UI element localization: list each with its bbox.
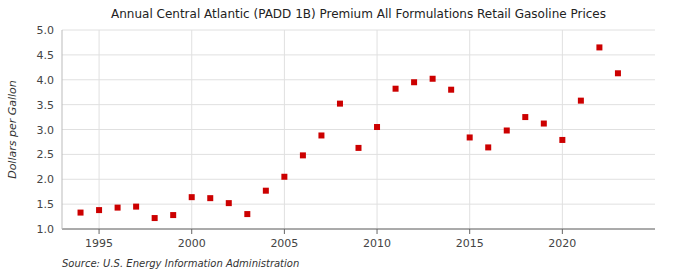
points	[78, 44, 621, 221]
point	[281, 174, 287, 180]
title: Annual Central Atlantic (PADD 1B) Premiu…	[111, 7, 606, 21]
point	[226, 200, 232, 206]
point	[170, 212, 176, 218]
y-tick-label: 1.5	[37, 198, 55, 211]
point	[133, 204, 139, 210]
point	[189, 194, 195, 200]
y-tick-label: 4.5	[37, 49, 55, 62]
point	[448, 87, 454, 93]
y-axis-line	[62, 30, 63, 229]
y-grid-line	[62, 104, 655, 105]
y-grid-line	[62, 79, 655, 80]
annotation: Source: U.S. Energy Information Administ…	[62, 258, 299, 269]
point	[374, 124, 380, 130]
y-grid-line	[62, 179, 655, 180]
point	[207, 195, 213, 201]
x-grid-line	[469, 30, 470, 229]
point	[504, 127, 510, 133]
point	[337, 101, 343, 107]
point	[115, 205, 121, 211]
y-axis-label: Dollars per Gallon	[6, 80, 19, 179]
y-grid-line	[62, 30, 655, 31]
y-tick-label: 2.5	[37, 148, 55, 161]
y-tick-label: 3.0	[37, 124, 55, 137]
point	[485, 144, 491, 150]
x-tick	[191, 229, 192, 234]
x-tick	[562, 229, 563, 234]
x-tick-label: 2015	[456, 237, 484, 250]
x-tick-label: 2000	[178, 237, 206, 250]
y-tick-label: 4.0	[37, 74, 55, 87]
x-tick-label: 2010	[363, 237, 391, 250]
y-tick-label: 2.0	[37, 173, 55, 186]
chart: 1.0 1.5 2.0 2.5 3.0 3.5 4.0 4.5 5.0 1995 2000 2005 2…	[0, 0, 675, 275]
point	[541, 121, 547, 127]
point	[318, 132, 324, 138]
y-grid-line	[62, 229, 655, 230]
point	[411, 79, 417, 85]
y-grid-line	[62, 129, 655, 130]
y-tick-label: 5.0	[37, 24, 55, 37]
point	[78, 210, 84, 216]
x-tick	[377, 229, 378, 234]
x-tick-label: 1995	[85, 237, 113, 250]
x-tick-label: 2005	[270, 237, 298, 250]
point	[430, 76, 436, 82]
point	[615, 70, 621, 76]
point	[263, 188, 269, 194]
point	[596, 44, 602, 50]
point	[522, 114, 528, 120]
point	[467, 134, 473, 140]
axes: 1.0 1.5 2.0 2.5 3.0 3.5 4.0 4.5 5.0 1995 2000 2005 2…	[37, 24, 656, 250]
x-tick	[284, 229, 285, 234]
point	[96, 207, 102, 213]
point	[300, 152, 306, 158]
point	[356, 145, 362, 151]
point	[244, 211, 250, 217]
y-tick-label: 3.5	[37, 99, 55, 112]
y-grid-line	[62, 54, 655, 55]
grid	[62, 30, 655, 229]
point	[152, 215, 158, 221]
x-axis-line	[62, 229, 655, 230]
y-grid-line	[62, 204, 655, 205]
point	[559, 137, 565, 143]
x-tick	[469, 229, 470, 234]
x-tick	[99, 229, 100, 234]
x-grid-line	[99, 30, 100, 229]
x-grid-line	[284, 30, 285, 229]
x-tick-label: 2020	[548, 237, 576, 250]
y-tick-label: 1.0	[37, 223, 55, 236]
point	[578, 98, 584, 104]
x-grid-line	[562, 30, 563, 229]
point	[393, 86, 399, 92]
y-grid-line	[62, 154, 655, 155]
